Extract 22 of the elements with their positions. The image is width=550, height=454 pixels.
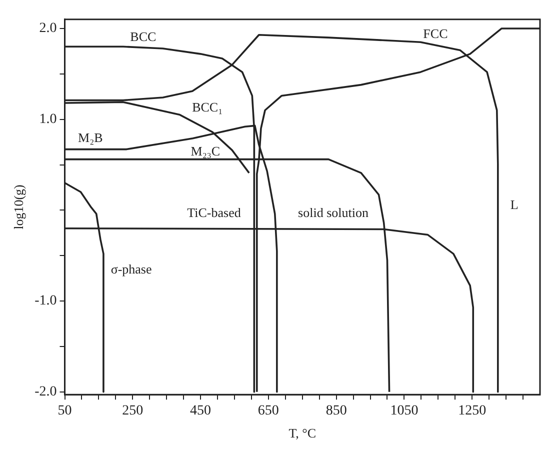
annotation: BCC	[130, 28, 156, 44]
annotation: M₂B	[78, 130, 104, 145]
x-axis-title: T, °C	[288, 426, 316, 441]
x-tick-label: 850	[326, 404, 347, 419]
annotation: TiC-based	[187, 205, 242, 220]
annotation: FCC	[423, 26, 448, 42]
x-tick-label: 1050	[390, 404, 418, 419]
annotation: σ-phase	[110, 261, 152, 276]
x-tick-label: 1250	[458, 404, 486, 419]
y-tick-label: 1.0	[39, 112, 57, 128]
annotation: L	[510, 196, 518, 212]
y-tick-label: -2.0	[34, 384, 57, 400]
annotation: solid solution	[298, 205, 369, 220]
y-tick-label: 2.0	[39, 21, 57, 36]
x-tick-label: 250	[122, 404, 144, 419]
y-tick-label: -1.0	[34, 294, 57, 309]
x-tick-label: 50	[58, 404, 72, 419]
annotation: M₂₃C	[190, 144, 220, 159]
x-tick-label: 450	[190, 404, 212, 419]
annotation: BCC₁	[192, 100, 223, 115]
y-axis-title: log10(g)	[11, 184, 26, 230]
x-tick-label: 650	[258, 404, 279, 419]
